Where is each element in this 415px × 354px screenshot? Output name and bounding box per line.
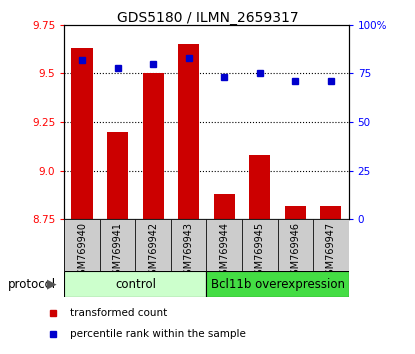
Text: Bcl11b overexpression: Bcl11b overexpression [210, 278, 344, 291]
Bar [242, 219, 278, 271]
Bar [320, 206, 342, 219]
Bar [100, 219, 135, 271]
Bar [278, 219, 313, 271]
Text: transformed count: transformed count [70, 308, 167, 318]
Bar [107, 132, 128, 219]
Bar [207, 219, 242, 271]
Bar [142, 74, 164, 219]
Bar [178, 44, 199, 219]
Text: GSM769943: GSM769943 [184, 222, 194, 281]
Text: GSM769945: GSM769945 [255, 222, 265, 281]
Bar [249, 155, 271, 219]
Bar [285, 206, 306, 219]
Bar [207, 271, 349, 297]
Text: GSM769946: GSM769946 [290, 222, 300, 281]
Text: GSM769941: GSM769941 [112, 222, 122, 281]
Text: ▶: ▶ [47, 278, 57, 291]
Text: GDS5180 / ILMN_2659317: GDS5180 / ILMN_2659317 [117, 11, 298, 25]
Bar [214, 194, 235, 219]
Text: percentile rank within the sample: percentile rank within the sample [70, 329, 246, 339]
Bar [64, 271, 207, 297]
Bar [71, 48, 93, 219]
Text: GSM769942: GSM769942 [148, 222, 158, 281]
Bar [64, 219, 100, 271]
Text: control: control [115, 278, 156, 291]
Text: protocol: protocol [8, 278, 56, 291]
Text: GSM769944: GSM769944 [219, 222, 229, 281]
Bar [171, 219, 207, 271]
Bar [135, 219, 171, 271]
Bar [313, 219, 349, 271]
Text: GSM769947: GSM769947 [326, 222, 336, 281]
Text: GSM769940: GSM769940 [77, 222, 87, 281]
